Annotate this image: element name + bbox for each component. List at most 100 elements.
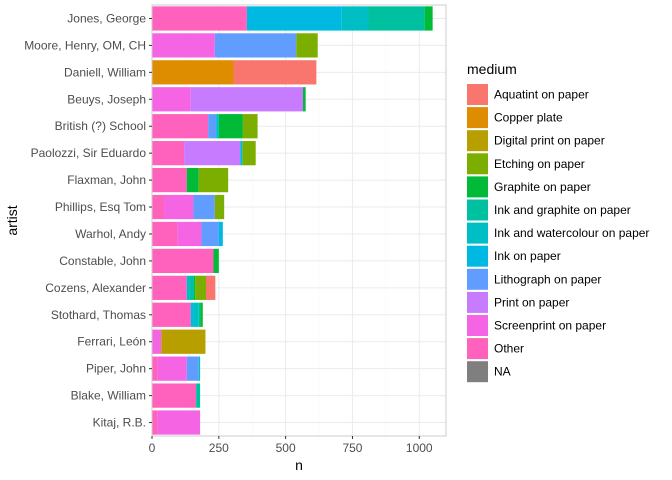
bar-segment bbox=[214, 194, 225, 220]
bar-segment bbox=[242, 114, 258, 139]
bar-segment bbox=[152, 410, 158, 435]
legend-title: medium bbox=[467, 61, 517, 77]
bar-segment bbox=[195, 275, 206, 300]
bar-segment bbox=[152, 275, 187, 300]
bar-segment bbox=[190, 302, 194, 327]
bar-segment bbox=[214, 33, 297, 58]
bar-segment bbox=[152, 87, 191, 112]
bar-segment bbox=[152, 329, 162, 354]
bar-segment bbox=[193, 302, 199, 327]
bar-segment bbox=[216, 114, 219, 139]
legend-key bbox=[467, 245, 488, 267]
y-axis-title: artist bbox=[4, 205, 20, 235]
bar-segment bbox=[200, 302, 203, 327]
legend-key bbox=[467, 361, 488, 383]
bar-segment bbox=[218, 114, 243, 139]
bar-segment bbox=[152, 383, 197, 408]
legend-items: Aquatint on paper Copper plate Digital pri… bbox=[467, 84, 649, 383]
legend-label: Lithograph on paper bbox=[494, 272, 601, 286]
bar-segment bbox=[341, 6, 369, 31]
x-tick-label: 750 bbox=[342, 441, 362, 455]
y-tick-label: Warhol, Andy bbox=[75, 227, 146, 241]
bar-segment bbox=[189, 275, 194, 300]
legend-key bbox=[467, 222, 488, 244]
legend-label: Digital print on paper bbox=[494, 134, 605, 148]
legend-label: Screenprint on paper bbox=[494, 319, 606, 333]
bar-segment bbox=[152, 167, 187, 193]
bar-segment bbox=[242, 141, 256, 166]
bar-segment bbox=[193, 194, 215, 220]
y-tick-label: Constable, John bbox=[59, 254, 146, 268]
bar-segment bbox=[161, 329, 206, 354]
bars bbox=[152, 6, 433, 435]
bar-segment bbox=[193, 275, 196, 300]
y-tick-label: Kitaj, R.B. bbox=[93, 416, 146, 430]
x-tick-label: 0 bbox=[149, 441, 156, 455]
legend-key bbox=[467, 153, 488, 175]
y-tick-label: Flaxman, John bbox=[67, 173, 146, 187]
bar-segment bbox=[152, 60, 234, 85]
bar-segment bbox=[186, 356, 199, 381]
legend-label: Other bbox=[494, 342, 524, 356]
legend-key bbox=[467, 268, 488, 290]
bar-segment bbox=[164, 194, 194, 220]
bar-segment bbox=[233, 60, 317, 85]
legend-key bbox=[467, 130, 488, 152]
bar-segment bbox=[152, 6, 247, 31]
bar-segment bbox=[198, 356, 201, 381]
y-tick-label: Moore, Henry, OM, CH bbox=[24, 38, 146, 52]
y-tick-label: Paolozzi, Sir Eduardo bbox=[31, 146, 147, 160]
bar-segment bbox=[198, 302, 201, 327]
legend-label: Aquatint on paper bbox=[494, 88, 589, 102]
bar-segment bbox=[213, 248, 219, 274]
panel-border bbox=[151, 4, 447, 437]
legend-key bbox=[467, 338, 488, 360]
bar-segment bbox=[240, 141, 243, 166]
bar-segment bbox=[208, 114, 217, 139]
legend-label: NA bbox=[494, 365, 511, 379]
bar-segment bbox=[196, 383, 201, 408]
legend-label: Ink and watercolour on paper bbox=[494, 226, 649, 240]
legend-label: Ink and graphite on paper bbox=[494, 203, 631, 217]
bar-segment bbox=[303, 87, 306, 112]
bar-segment bbox=[177, 221, 202, 247]
bar-segment bbox=[368, 6, 425, 31]
bar-segment bbox=[201, 221, 219, 247]
y-axis-ticks: Jones, George Moore, Henry, OM, CH Daniell… bbox=[24, 11, 152, 430]
legend-label: Graphite on paper bbox=[494, 180, 591, 194]
y-tick-label: Phillips, Esq Tom bbox=[55, 200, 146, 214]
bar-segment bbox=[152, 141, 185, 166]
bar-segment bbox=[190, 87, 304, 112]
x-axis-title: n bbox=[295, 457, 303, 473]
legend-key bbox=[467, 107, 488, 129]
x-tick-label: 500 bbox=[276, 441, 296, 455]
bar-segment bbox=[186, 167, 199, 193]
bar-segment bbox=[205, 275, 216, 300]
y-tick-label: Ferrari, León bbox=[77, 335, 146, 349]
bar-segment bbox=[186, 275, 190, 300]
legend-label: Ink on paper bbox=[494, 249, 561, 263]
y-tick-label: Beuys, Joseph bbox=[67, 92, 146, 106]
y-tick-label: British (?) School bbox=[55, 119, 146, 133]
x-tick-label: 1000 bbox=[406, 441, 433, 455]
legend-key bbox=[467, 84, 488, 105]
bar-segment bbox=[424, 6, 433, 31]
legend-key bbox=[467, 291, 488, 313]
legend-label: Etching on paper bbox=[494, 157, 585, 171]
y-tick-label: Piper, John bbox=[86, 362, 146, 376]
bar-segment bbox=[152, 356, 158, 381]
legend-key bbox=[467, 315, 488, 336]
legend-label: Copper plate bbox=[494, 111, 563, 125]
bar-segment bbox=[198, 167, 229, 193]
legend: medium Aquatint on paper Copper plate Digi… bbox=[467, 61, 649, 383]
y-tick-label: Cozens, Alexander bbox=[45, 281, 146, 295]
legend-key bbox=[467, 176, 488, 198]
bar-segment bbox=[218, 221, 223, 247]
bar-segment bbox=[157, 356, 187, 381]
y-tick-label: Blake, William bbox=[71, 389, 146, 403]
bar-segment bbox=[152, 302, 191, 327]
bar-segment bbox=[152, 33, 215, 58]
bar-segment bbox=[184, 141, 241, 166]
bar-segment bbox=[152, 114, 209, 139]
